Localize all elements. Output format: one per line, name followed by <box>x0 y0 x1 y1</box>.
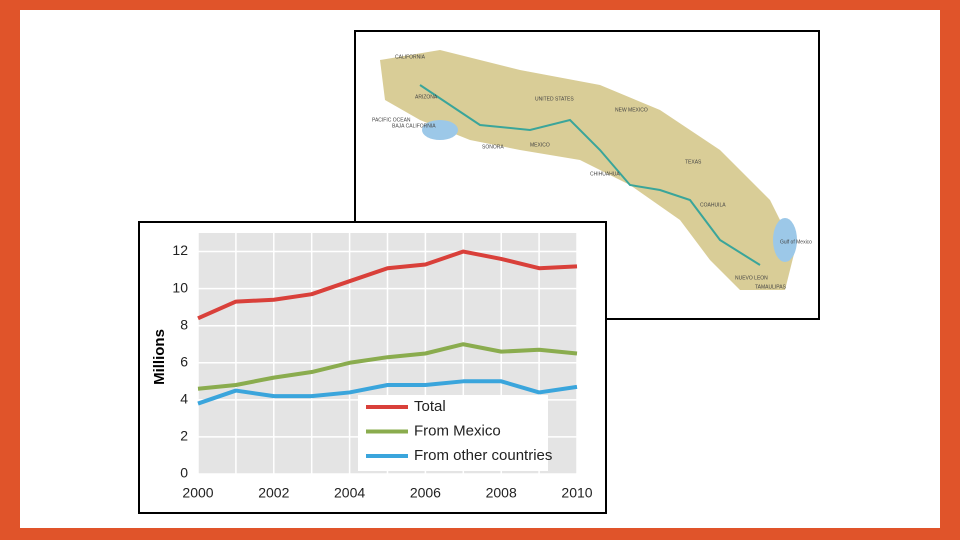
legend-label: Total <box>414 398 446 415</box>
line-series <box>197 379 578 406</box>
map-label: SONORA <box>482 144 504 150</box>
map-label: UNITED STATES <box>535 96 574 102</box>
legend-label: From Mexico <box>414 422 501 439</box>
x-tick-label: 2000 <box>182 485 213 501</box>
map-water <box>773 218 797 262</box>
legend-label: From other countries <box>414 447 552 464</box>
map-label: COAHUILA <box>700 202 726 208</box>
x-tick-label: 2004 <box>334 485 365 501</box>
map-label: NUEVO LEON <box>735 275 768 281</box>
y-tick-label: 0 <box>180 465 188 481</box>
map-label: NEW MEXICO <box>615 107 648 113</box>
y-tick-label: 10 <box>172 279 188 295</box>
x-tick-label: 2008 <box>486 485 517 501</box>
map-label: BAJA CALIFORNIA <box>392 123 436 129</box>
map-label: PACIFIC OCEAN <box>372 117 411 123</box>
y-tick-label: 6 <box>180 353 188 369</box>
y-tick-label: 8 <box>180 316 188 332</box>
x-axis-label: Year <box>372 509 404 526</box>
map-label: TAMAULIPAS <box>755 284 787 290</box>
map-route <box>419 84 761 266</box>
map-label: Gulf of Mexico <box>780 239 812 245</box>
map-label: CHIHUAHUA <box>590 171 620 177</box>
map-label: CALIFORNIA <box>395 54 426 60</box>
y-tick-label: 2 <box>180 428 188 444</box>
map-label: TEXAS <box>685 159 702 165</box>
y-tick-label: 12 <box>172 242 188 258</box>
map-water <box>422 120 458 140</box>
chart: 0 2 4 6 8 10 12 2000 2002 2004 2006 2008 2010 Year Mil… <box>151 233 593 526</box>
map-land <box>380 50 795 290</box>
line-series <box>197 249 578 321</box>
x-tick-label: 2006 <box>410 485 441 501</box>
map-label: ARIZONA <box>415 94 438 100</box>
line-series <box>197 342 578 391</box>
y-tick-label: 4 <box>180 391 188 407</box>
x-tick-label: 2010 <box>561 485 592 501</box>
x-tick-label: 2002 <box>258 485 289 501</box>
y-axis-label: Millions <box>151 329 168 385</box>
map-label: MEXICO <box>530 142 550 148</box>
